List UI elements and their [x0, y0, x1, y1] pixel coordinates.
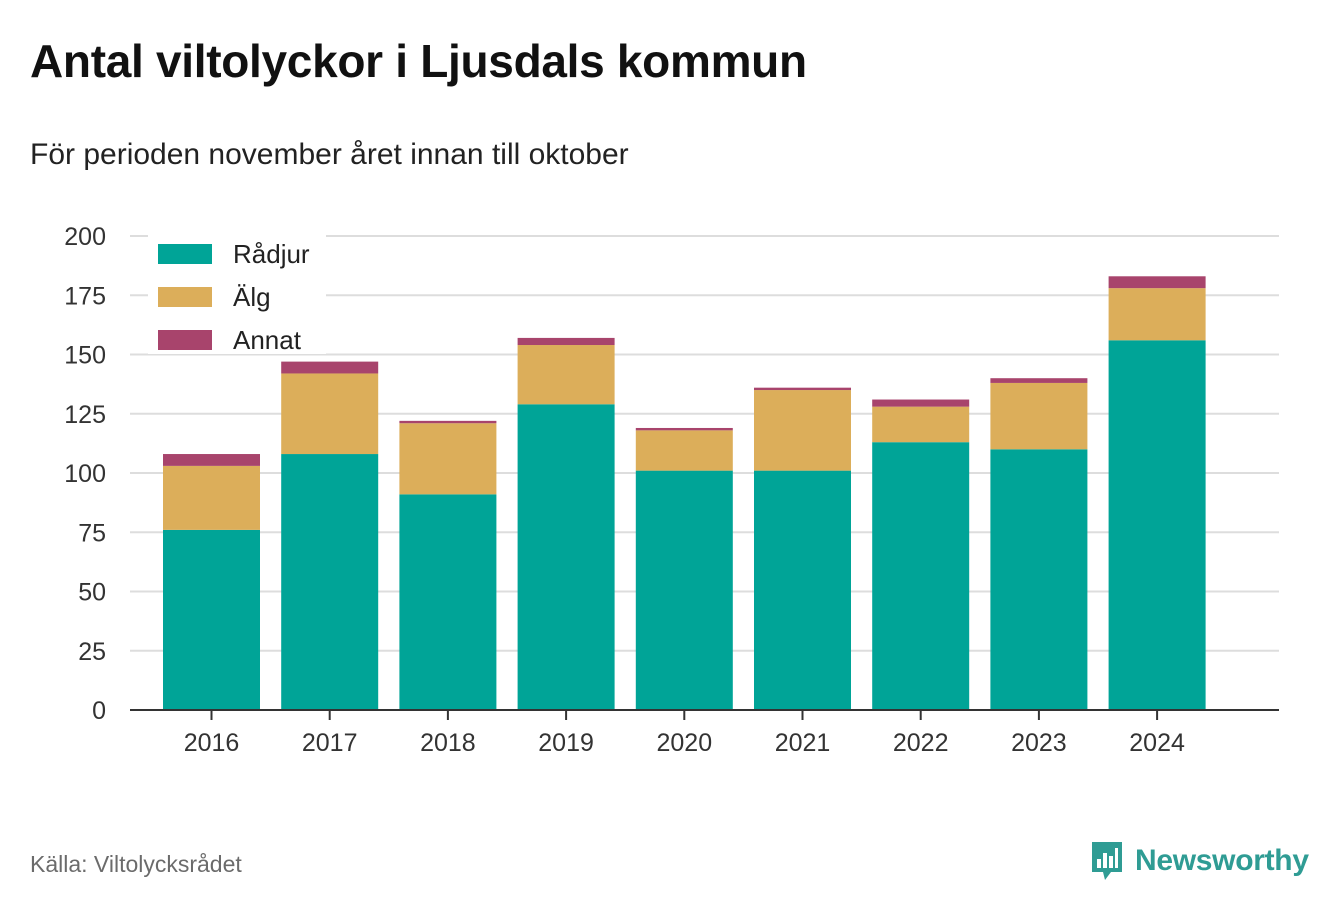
y-tick-label: 175: [64, 282, 106, 310]
bar-älg-2024: [1108, 288, 1206, 341]
bar-älg-2016: [163, 465, 260, 530]
bar-annat-2016: [163, 454, 260, 466]
x-tick-label: 2020: [656, 729, 712, 757]
x-tick-label: 2023: [1011, 729, 1067, 757]
bar-älg-2017: [281, 373, 379, 455]
bar-rådjur-2019: [517, 404, 615, 710]
y-axis-ticks: 0 25 50 75 100 125 150 175 200: [64, 223, 106, 725]
y-tick-label: 50: [78, 579, 106, 607]
chart-subtitle: För perioden november året innan till ok…: [30, 138, 629, 171]
legend-label: Annat: [233, 325, 302, 355]
y-tick-label: 125: [64, 401, 106, 429]
y-tick-label: 150: [64, 342, 106, 370]
bar-älg-2019: [517, 345, 615, 405]
x-tick-label: 2016: [184, 729, 240, 757]
x-axis-ticks: 2016 2017 2018 2019 2020 2021 2022 2023 2024: [184, 710, 1185, 757]
bar-rådjur-2017: [281, 454, 379, 710]
bar-rådjur-2018: [399, 494, 497, 710]
bar-älg-2020: [635, 430, 733, 471]
bar-älg-2023: [990, 382, 1088, 450]
x-tick-label: 2021: [775, 729, 831, 757]
bar-älg-2022: [872, 406, 970, 443]
bar-rådjur-2021: [754, 470, 851, 710]
bar-älg-2021: [754, 390, 851, 471]
x-tick-label: 2024: [1129, 729, 1185, 757]
bar-älg-2018: [399, 423, 497, 495]
legend-label: Älg: [233, 282, 271, 312]
bar-rådjur-2020: [635, 470, 733, 710]
x-tick-label: 2018: [420, 729, 476, 757]
y-tick-label: 100: [64, 460, 106, 488]
bar-annat-2018: [399, 420, 497, 424]
x-tick-label: 2019: [538, 729, 594, 757]
bar-annat-2023: [990, 378, 1088, 383]
chart-title: Antal viltolyckor i Ljusdals kommun: [30, 35, 807, 87]
y-tick-label: 75: [78, 519, 106, 547]
legend-swatch-annat: [158, 330, 212, 350]
source-note: Källa: Viltolycksrådet: [30, 851, 242, 877]
legend-swatch-älg: [158, 287, 212, 307]
bar-rådjur-2024: [1108, 340, 1206, 710]
y-tick-label: 25: [78, 638, 106, 666]
legend-swatch-rådjur: [158, 244, 212, 264]
bar-annat-2020: [635, 427, 733, 431]
brand-name: Newsworthy: [1135, 844, 1309, 877]
bar-annat-2019: [517, 337, 615, 346]
bar-annat-2021: [754, 387, 851, 391]
bar-stacks: [163, 276, 1206, 710]
bar-annat-2022: [872, 399, 970, 407]
newsworthy-logo: Newsworthy: [1089, 838, 1309, 884]
bar-rådjur-2022: [872, 442, 970, 710]
bar-rådjur-2023: [990, 449, 1088, 710]
legend: Rådjur Älg Annat: [148, 234, 326, 355]
bar-rådjur-2016: [163, 529, 260, 710]
newsworthy-chart-icon: [1092, 842, 1122, 880]
y-tick-label: 200: [64, 223, 106, 251]
bar-annat-2024: [1108, 276, 1206, 289]
x-tick-label: 2017: [302, 729, 358, 757]
x-tick-label: 2022: [893, 729, 949, 757]
bar-annat-2017: [281, 361, 379, 374]
legend-label: Rådjur: [233, 239, 310, 269]
y-tick-label: 0: [92, 697, 106, 725]
